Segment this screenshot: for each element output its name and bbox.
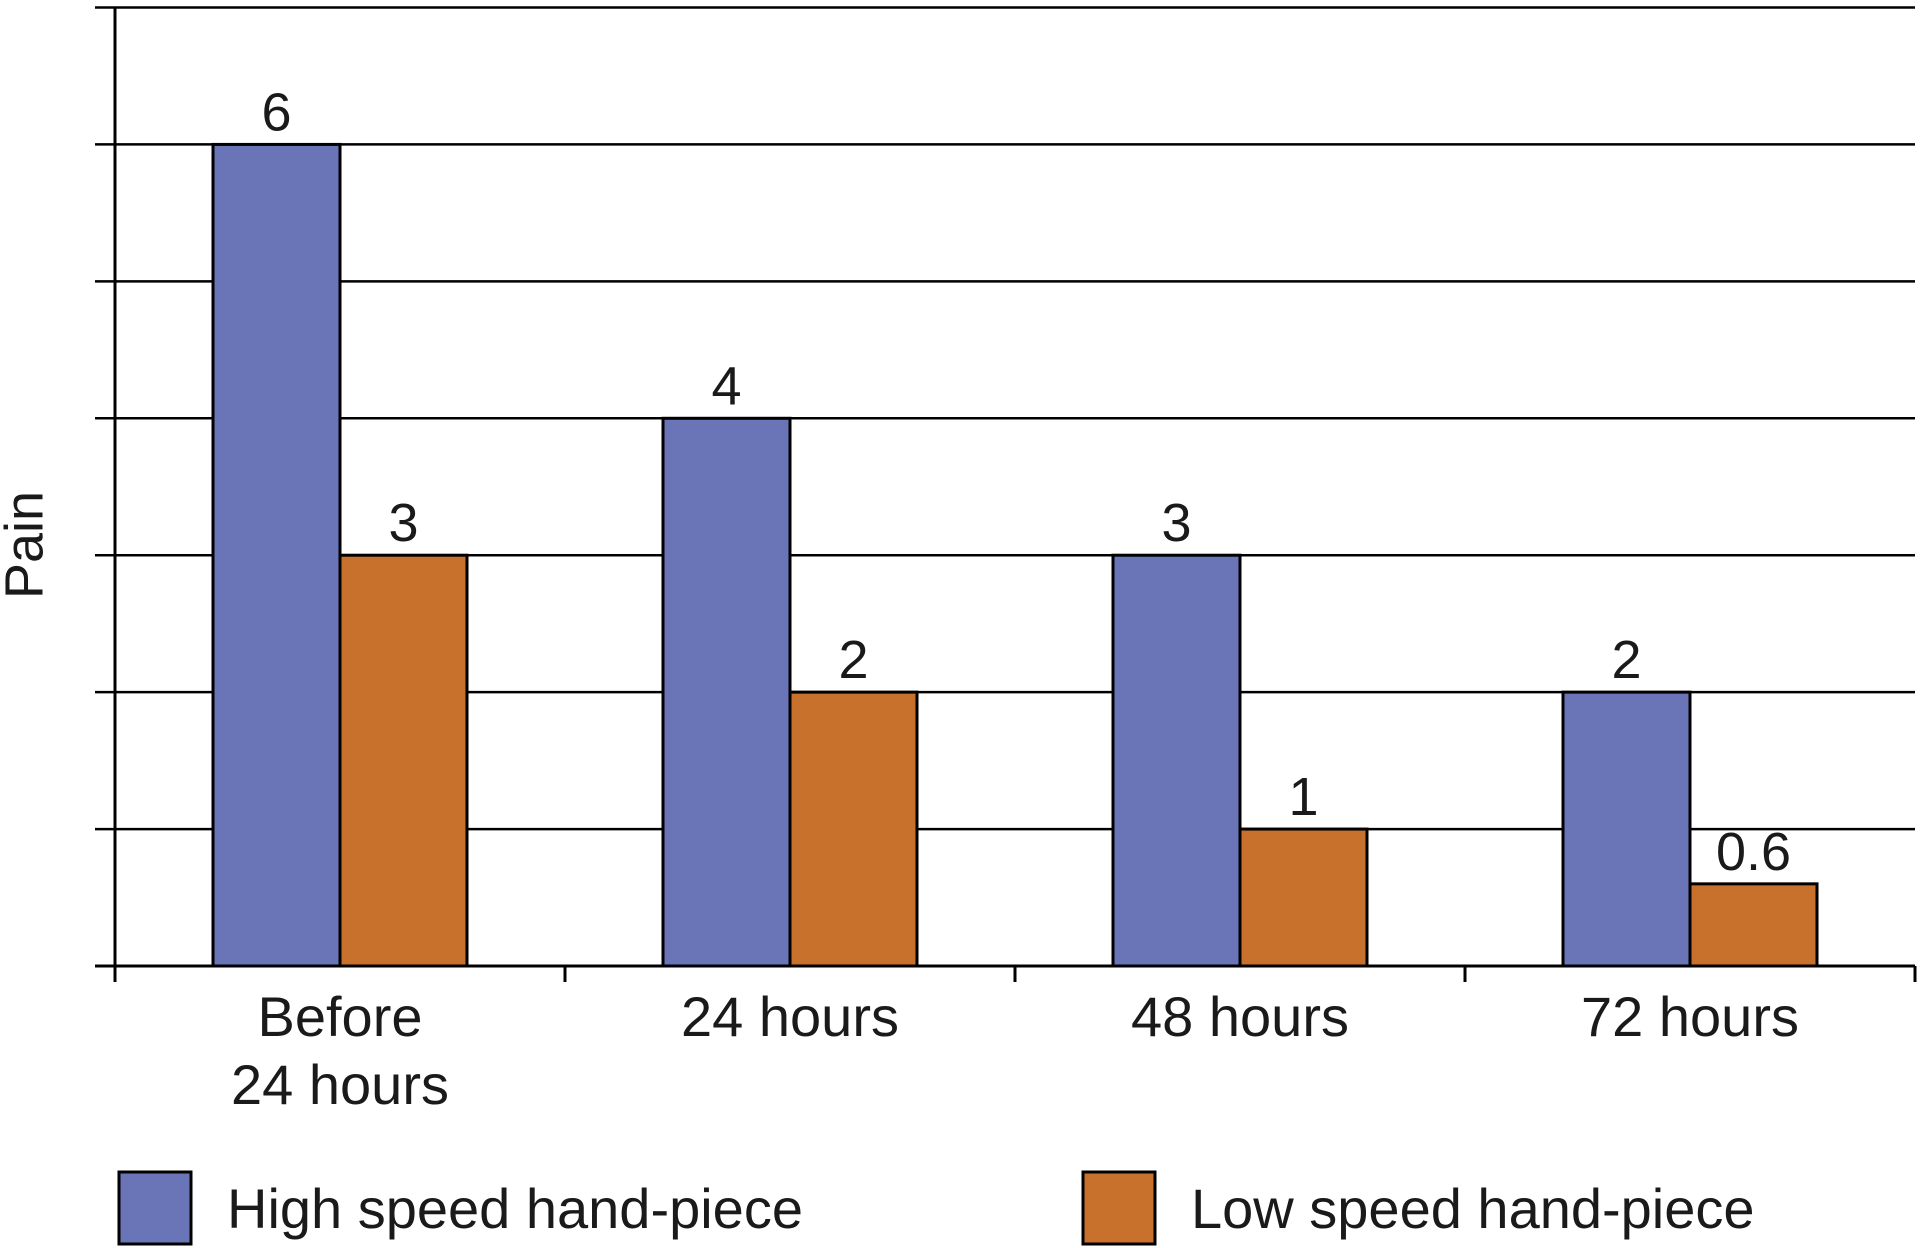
x-tick-labels: Before 24 hours 24 hours 48 hours 72 hours bbox=[231, 985, 1799, 1116]
data-label: 0.6 bbox=[1716, 822, 1791, 882]
axes bbox=[95, 8, 1917, 982]
data-label: 6 bbox=[261, 82, 291, 142]
data-label: 2 bbox=[1611, 630, 1641, 690]
legend-swatch bbox=[117, 1170, 193, 1246]
data-label: 4 bbox=[711, 356, 741, 416]
data-label: 3 bbox=[388, 493, 418, 553]
data-label: 3 bbox=[1161, 493, 1191, 553]
x-tick-label: 72 hours bbox=[1581, 985, 1799, 1048]
x-tick-label: 48 hours bbox=[1131, 985, 1349, 1048]
legend-swatch bbox=[1081, 1170, 1157, 1246]
legend-label: Low speed hand-piece bbox=[1191, 1177, 1755, 1240]
bar bbox=[1561, 690, 1692, 968]
x-tick-label: Before 24 hours bbox=[231, 985, 449, 1116]
bar bbox=[1238, 827, 1369, 968]
data-label: 2 bbox=[838, 630, 868, 690]
bar bbox=[338, 553, 469, 968]
bar bbox=[211, 142, 342, 968]
legend-label: High speed hand-piece bbox=[227, 1177, 803, 1240]
x-tick-label: 24 hours bbox=[681, 985, 899, 1048]
data-label: 1 bbox=[1288, 767, 1318, 827]
bar bbox=[788, 690, 919, 968]
bars bbox=[211, 142, 1819, 968]
bar bbox=[1111, 553, 1242, 968]
bar bbox=[1688, 882, 1819, 968]
y-axis-label: Pain bbox=[0, 491, 54, 599]
value-labels: 6 3 4 2 3 1 2 0.6 bbox=[261, 82, 1791, 881]
legend: High speed hand-piece Low speed hand-piec… bbox=[117, 1170, 1755, 1246]
bar bbox=[661, 416, 792, 968]
